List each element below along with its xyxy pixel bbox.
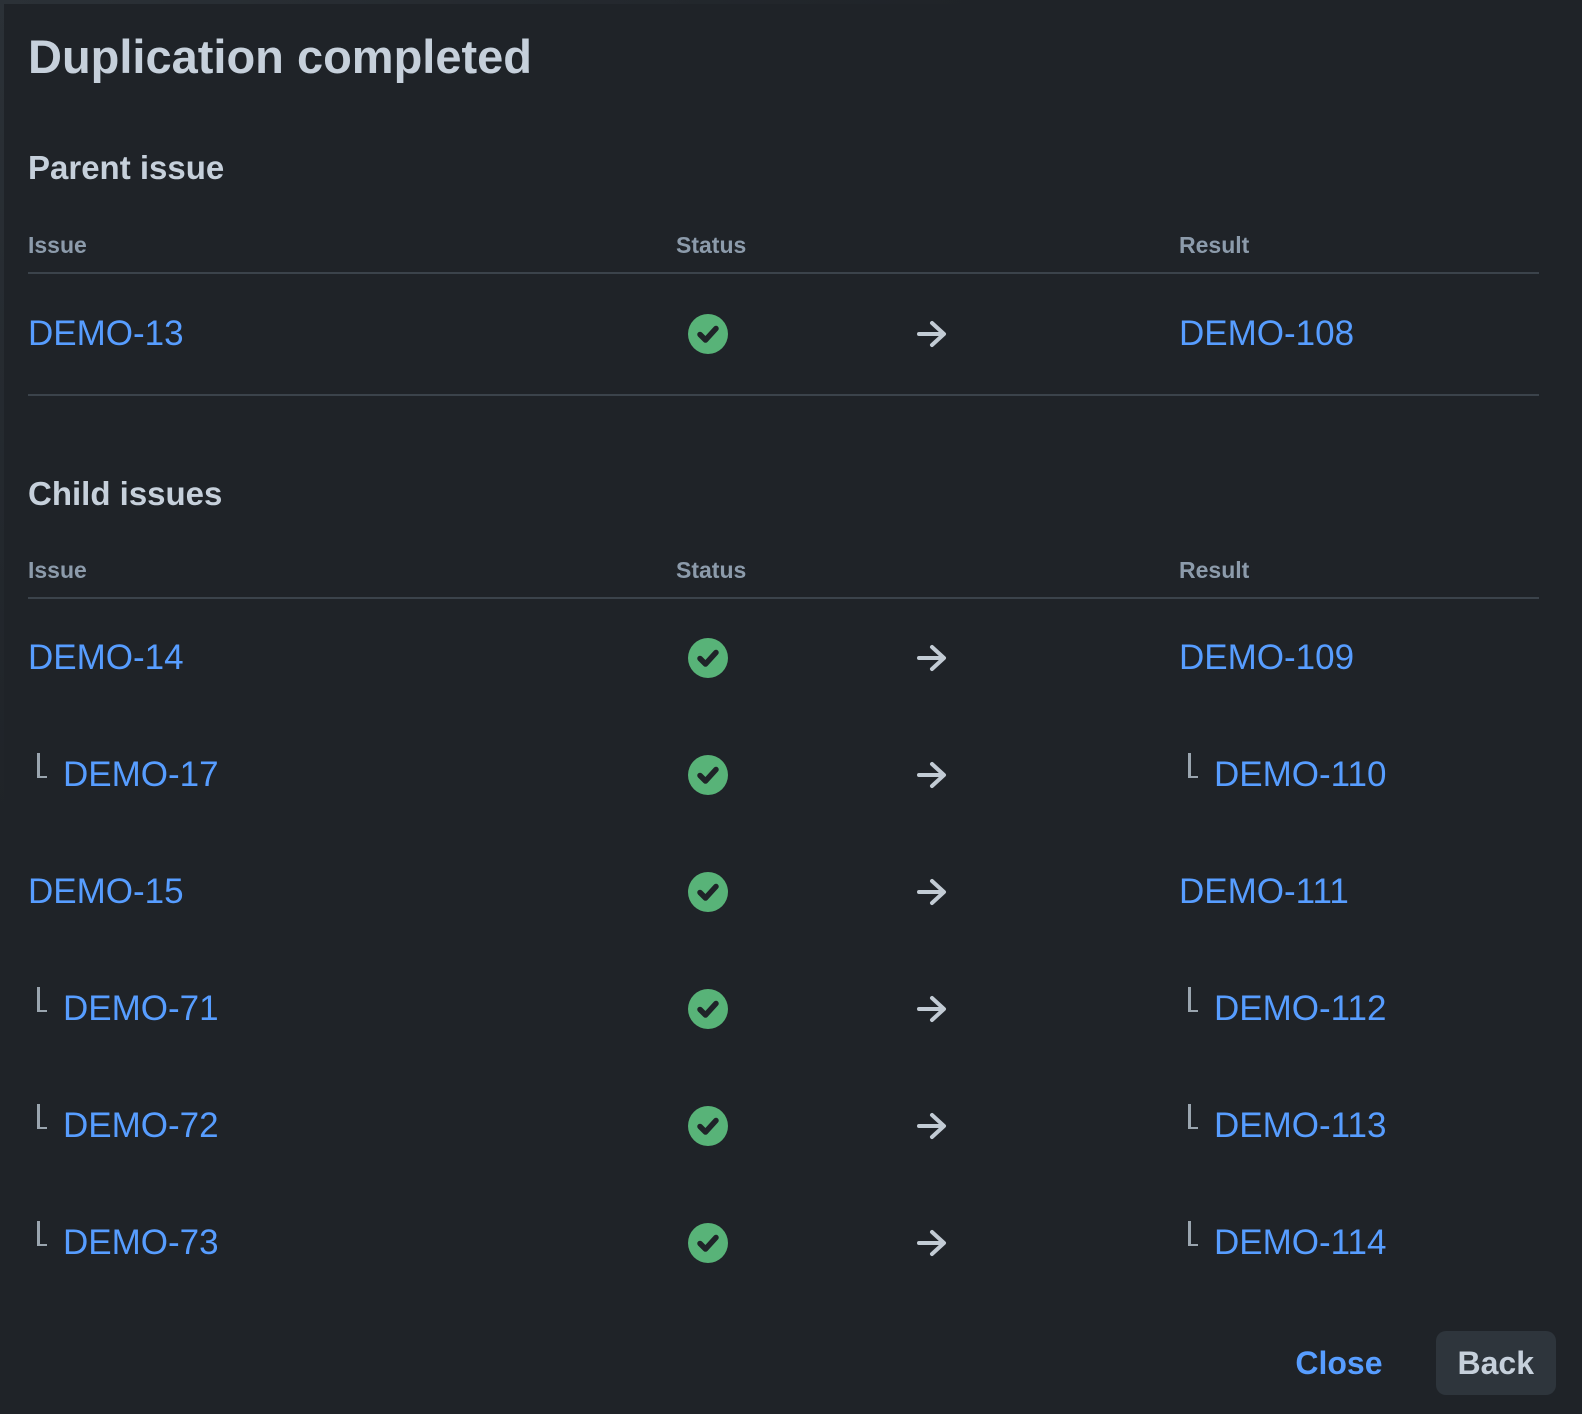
column-header-issue: Issue	[28, 557, 87, 584]
result-link[interactable]: DEMO-111	[1179, 871, 1349, 911]
table-row: DEMO-72 DEMO-113	[28, 1067, 1539, 1184]
issue-link[interactable]: DEMO-73	[63, 1222, 219, 1262]
status-success-icon	[688, 313, 728, 354]
column-header-result: Result	[1179, 557, 1250, 584]
result-link[interactable]: DEMO-112	[1214, 988, 1387, 1028]
arrow-right-icon	[916, 1111, 948, 1141]
issue-link[interactable]: DEMO-15	[28, 871, 184, 911]
modal-edge-highlight-top	[0, 0, 981, 4]
tree-branch-icon	[37, 1104, 47, 1130]
tree-branch-icon	[1188, 987, 1198, 1013]
result-link[interactable]: DEMO-108	[1179, 313, 1355, 353]
result-link[interactable]: DEMO-110	[1214, 754, 1387, 794]
section-heading-children: Child issues	[28, 474, 223, 512]
table-row: DEMO-13 DEMO-108	[28, 274, 1539, 396]
table-row: DEMO-15 DEMO-111	[28, 833, 1539, 950]
column-header-status: Status	[676, 231, 747, 258]
arrow-right-icon	[916, 760, 948, 790]
parent-issue-section: Parent issue Issue Status Result DEMO-13	[28, 148, 1539, 396]
issue-link[interactable]: DEMO-13	[28, 313, 184, 353]
column-header-status: Status	[676, 557, 747, 584]
column-header-result: Result	[1179, 231, 1250, 258]
child-issues-table: DEMO-14 DEMO-109 DEMO-17	[28, 599, 1539, 1301]
tree-branch-icon	[37, 1221, 47, 1247]
result-link[interactable]: DEMO-113	[1214, 1105, 1387, 1145]
page-title: Duplication completed	[28, 30, 532, 83]
table-row: DEMO-73 DEMO-114	[28, 1184, 1539, 1301]
status-success-icon	[688, 754, 728, 795]
table-row: DEMO-17 DEMO-110	[28, 716, 1539, 833]
issue-link[interactable]: DEMO-14	[28, 637, 184, 677]
modal-edge-highlight-left	[0, 0, 4, 821]
column-header-issue: Issue	[28, 231, 87, 258]
arrow-right-icon	[916, 1228, 948, 1258]
tree-branch-icon	[37, 753, 47, 779]
tree-branch-icon	[1188, 1104, 1198, 1130]
table-row: DEMO-71 DEMO-112	[28, 950, 1539, 1067]
child-issues-section: Child issues Issue Status Result DEMO-14	[28, 474, 1539, 1302]
tree-branch-icon	[1188, 753, 1198, 779]
arrow-right-icon	[916, 877, 948, 907]
status-success-icon	[688, 871, 728, 912]
arrow-right-icon	[916, 643, 948, 673]
issue-link[interactable]: DEMO-71	[63, 988, 219, 1028]
issue-link[interactable]: DEMO-72	[63, 1105, 219, 1145]
status-success-icon	[688, 1222, 728, 1263]
parent-issue-table: DEMO-13 DEMO-108	[28, 274, 1539, 396]
tree-branch-icon	[1188, 1221, 1198, 1247]
issue-link[interactable]: DEMO-17	[63, 754, 219, 794]
section-heading-parent: Parent issue	[28, 149, 225, 187]
arrow-right-icon	[916, 994, 948, 1024]
tree-branch-icon	[37, 987, 47, 1013]
table-row: DEMO-14 DEMO-109	[28, 599, 1539, 716]
status-success-icon	[688, 637, 728, 678]
arrow-right-icon	[916, 319, 948, 349]
status-success-icon	[688, 988, 728, 1029]
status-success-icon	[688, 1105, 728, 1146]
result-link[interactable]: DEMO-109	[1179, 637, 1355, 677]
result-link[interactable]: DEMO-114	[1214, 1222, 1387, 1262]
child-table-header: Issue Status Result	[28, 557, 1539, 600]
back-button[interactable]: Back	[1435, 1331, 1556, 1396]
close-button[interactable]: Close	[1293, 1339, 1384, 1388]
dialog-footer: Close Back	[28, 1331, 1556, 1396]
parent-table-header: Issue Status Result	[28, 232, 1539, 274]
